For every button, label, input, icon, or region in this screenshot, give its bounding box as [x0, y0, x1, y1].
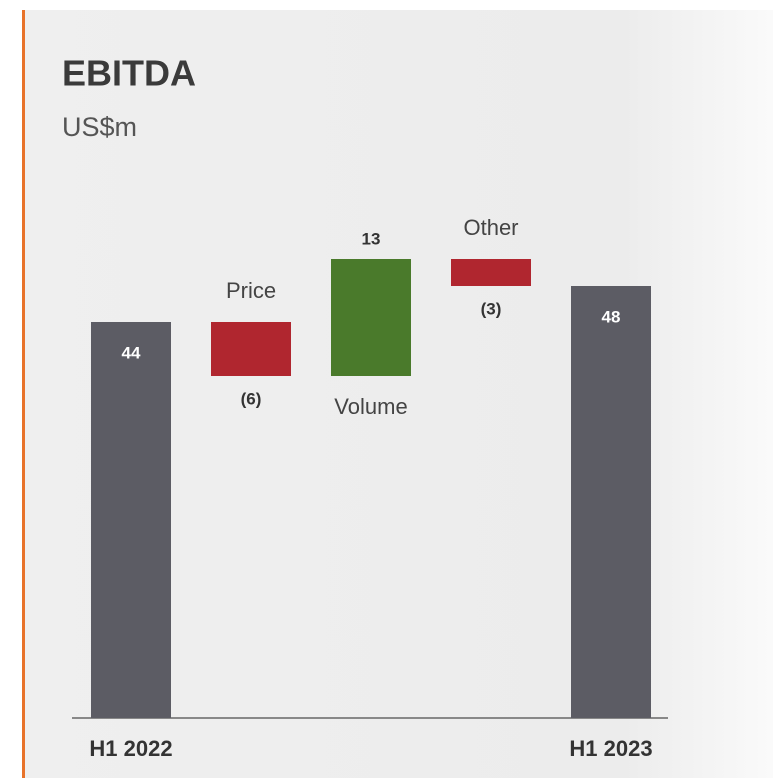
- bar: [571, 286, 651, 718]
- value-label: 48: [602, 307, 621, 326]
- bar: [91, 322, 171, 718]
- value-label: (3): [481, 299, 502, 318]
- accent-bar: [22, 10, 25, 778]
- x-tick-label: H1 2023: [569, 736, 652, 761]
- value-label: 13: [362, 229, 381, 248]
- bar: [211, 322, 291, 376]
- category-label: Price: [226, 278, 276, 303]
- chart-subtitle: US$m: [62, 112, 137, 142]
- chart-title: EBITDA: [62, 53, 196, 94]
- bar: [331, 259, 411, 376]
- value-label: (6): [241, 389, 262, 408]
- bar: [451, 259, 531, 286]
- category-label: Other: [463, 215, 518, 240]
- x-tick-label: H1 2022: [89, 736, 172, 761]
- value-label: 44: [122, 343, 141, 362]
- category-label: Volume: [334, 394, 407, 419]
